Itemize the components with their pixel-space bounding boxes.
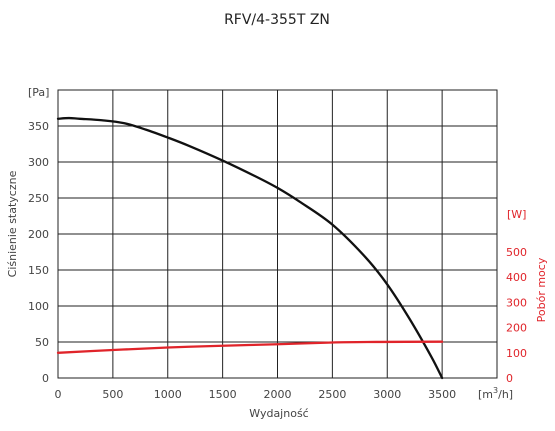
y-axis-left-unit: [Pa] — [28, 86, 49, 99]
x-axis-label: Wydajność — [249, 407, 308, 420]
y-axis-right-unit: [W] — [507, 208, 526, 221]
y-left-tick-label: 200 — [28, 228, 49, 241]
grid — [57, 89, 498, 379]
y-left-tick-label: 150 — [28, 264, 49, 277]
x-axis-unit: [m3/h] — [478, 386, 513, 401]
x-tick-label: 1000 — [154, 388, 182, 401]
x-tick-label: 3500 — [428, 388, 456, 401]
series-layer — [56, 116, 444, 380]
y-right-tick-label: 500 — [506, 246, 527, 259]
x-tick-label: 0 — [55, 388, 62, 401]
y-axis-left-label: Ciśnienie statyczne — [6, 170, 19, 277]
y-right-tick-label: 300 — [506, 296, 527, 309]
x-tick-label: 3000 — [373, 388, 401, 401]
y-left-tick-label: 300 — [28, 156, 49, 169]
x-tick-label: 1500 — [209, 388, 237, 401]
x-tick-label: 500 — [102, 388, 123, 401]
x-tick-label: 2500 — [318, 388, 346, 401]
y-axis-right-label: Pobór mocy — [535, 257, 548, 322]
y-left-tick-label: 50 — [35, 336, 49, 349]
y-left-tick-label: 0 — [42, 372, 49, 385]
chart-title: RFV/4-355T ZN — [224, 12, 330, 28]
y-right-tick-label: 200 — [506, 322, 527, 335]
tick-labels: 0 500 1000 1500 2000 2500 3000 3500050100150200… — [28, 120, 527, 401]
y-left-tick-label: 100 — [28, 300, 49, 313]
x-tick-label: 2000 — [264, 388, 292, 401]
y-left-tick-label: 350 — [28, 120, 49, 133]
y-right-tick-label: 100 — [506, 347, 527, 360]
power-consumption-line — [56, 340, 444, 354]
y-left-tick-label: 250 — [28, 192, 49, 205]
y-right-tick-label: 400 — [506, 271, 527, 284]
static-pressure-line — [56, 116, 444, 380]
y-right-tick-label: 0 — [506, 372, 513, 385]
